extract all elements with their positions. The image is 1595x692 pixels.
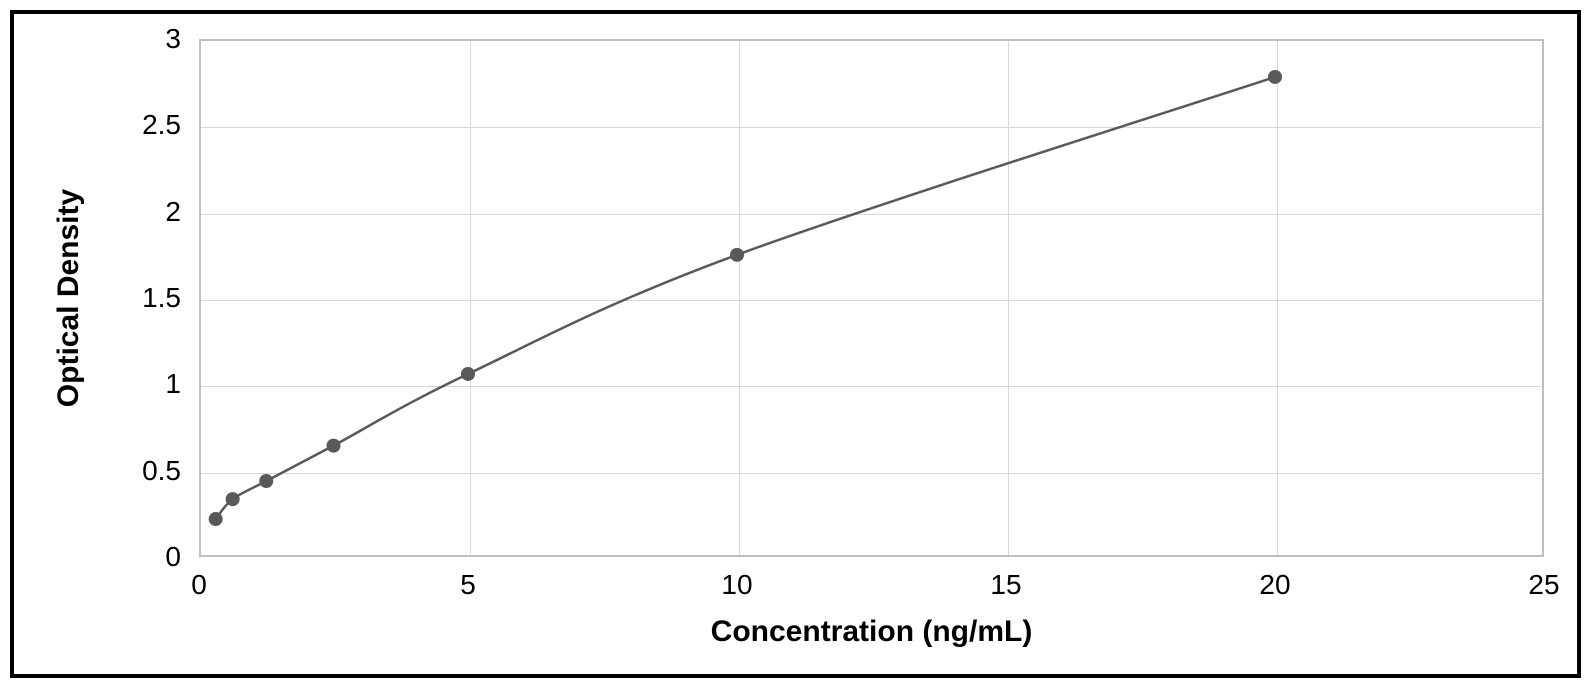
data-marker [730,248,744,262]
x-tick-label: 5 [460,569,476,601]
x-tick-label: 25 [1528,569,1559,601]
x-tick-label: 10 [721,569,752,601]
chart-data-layer [199,39,1544,557]
data-marker [259,474,273,488]
chart-outer-frame: Optical Density Concentration (ng/mL) 0 5… [10,10,1581,678]
x-tick-label: 15 [990,569,1021,601]
y-axis-label: Optical Density [52,189,86,407]
data-line [216,77,1275,519]
chart-container: Optical Density Concentration (ng/mL) 0 5… [14,14,1577,674]
data-marker [327,439,341,453]
x-tick-label: 20 [1259,569,1290,601]
x-axis-label: Concentration (ng/mL) [711,615,1033,649]
x-tick-label: 0 [191,569,207,601]
data-marker [209,512,223,526]
data-marker [461,367,475,381]
data-marker [226,492,240,506]
data-marker [1268,70,1282,84]
